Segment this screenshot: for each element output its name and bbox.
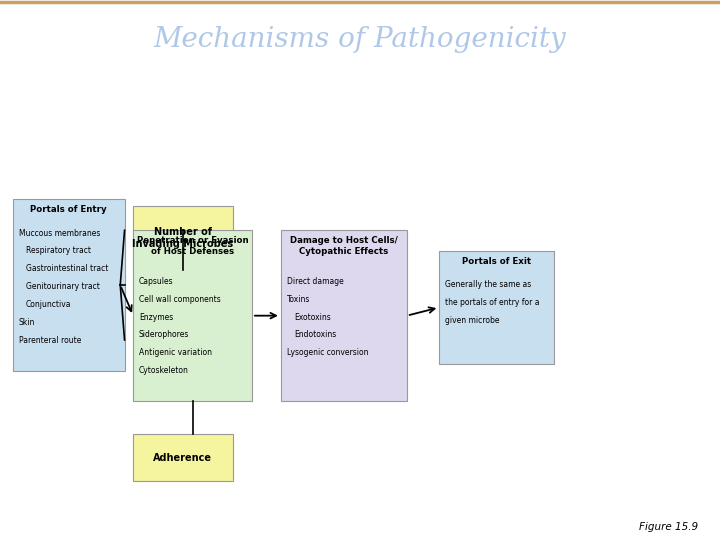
Text: Gastrointestinal tract: Gastrointestinal tract xyxy=(26,264,108,273)
Text: Mechanisms of Pathogenicity: Mechanisms of Pathogenicity xyxy=(153,26,567,53)
FancyBboxPatch shape xyxy=(133,434,233,481)
Text: Portals of Entry: Portals of Entry xyxy=(30,205,107,214)
Text: Siderophores: Siderophores xyxy=(139,330,189,340)
Text: Capsules: Capsules xyxy=(139,277,174,286)
Text: the portals of entry for a: the portals of entry for a xyxy=(445,298,539,307)
Text: Number of
Invading Microbes: Number of Invading Microbes xyxy=(132,227,233,249)
Text: Conjunctiva: Conjunctiva xyxy=(26,300,71,309)
Text: Exotoxins: Exotoxins xyxy=(294,313,330,322)
FancyBboxPatch shape xyxy=(133,230,252,401)
Text: Penetration or Evasion
of Host Defenses: Penetration or Evasion of Host Defenses xyxy=(137,235,248,255)
Text: Genitourinary tract: Genitourinary tract xyxy=(26,282,100,291)
Text: Enzymes: Enzymes xyxy=(139,313,174,322)
Text: Endotoxins: Endotoxins xyxy=(294,330,336,340)
Text: Cytoskeleton: Cytoskeleton xyxy=(139,366,189,375)
FancyBboxPatch shape xyxy=(13,199,125,371)
Text: Direct damage: Direct damage xyxy=(287,277,343,286)
FancyBboxPatch shape xyxy=(439,251,554,364)
Text: Generally the same as: Generally the same as xyxy=(445,280,531,289)
Text: Skin: Skin xyxy=(19,318,35,327)
Text: Damage to Host Cells/
Cytopathic Effects: Damage to Host Cells/ Cytopathic Effects xyxy=(290,235,397,255)
Text: Toxins: Toxins xyxy=(287,295,310,304)
Text: given microbe: given microbe xyxy=(445,316,500,325)
Text: Cell wall components: Cell wall components xyxy=(139,295,221,304)
FancyBboxPatch shape xyxy=(281,230,407,401)
Text: Respiratory tract: Respiratory tract xyxy=(26,246,91,255)
Text: Portals of Exit: Portals of Exit xyxy=(462,256,531,266)
Text: Lysogenic conversion: Lysogenic conversion xyxy=(287,348,368,357)
Text: Parenteral route: Parenteral route xyxy=(19,336,81,345)
Text: Adherence: Adherence xyxy=(153,453,212,463)
Text: Muccous membranes: Muccous membranes xyxy=(19,228,100,238)
Text: Figure 15.9: Figure 15.9 xyxy=(639,522,698,531)
FancyBboxPatch shape xyxy=(133,206,233,270)
Text: Antigenic variation: Antigenic variation xyxy=(139,348,212,357)
